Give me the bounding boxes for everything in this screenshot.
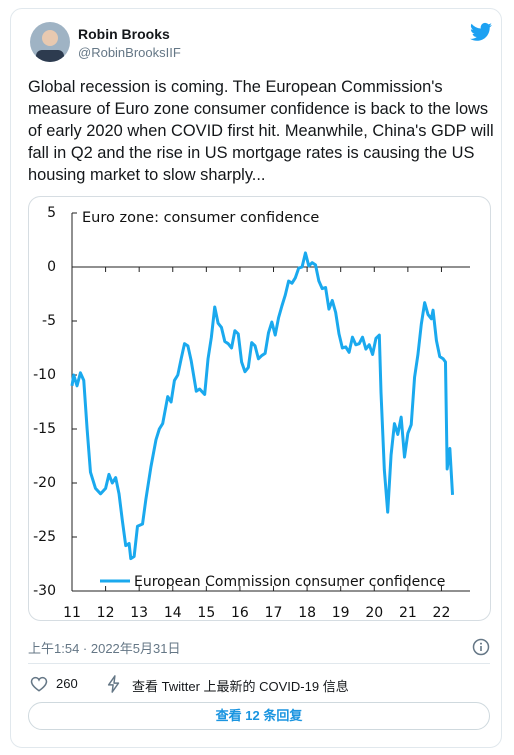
y-tick-label: -20: [33, 475, 56, 491]
author-name[interactable]: Robin Brooks: [78, 26, 170, 42]
x-tick-label: 14: [164, 605, 182, 621]
author-handle[interactable]: @RobinBrooksIIF: [78, 45, 181, 60]
x-tick-label: 18: [298, 605, 316, 621]
x-tick-label: 19: [332, 605, 350, 621]
x-tick-label: 20: [365, 605, 383, 621]
y-tick-label: -15: [33, 421, 56, 437]
info-icon[interactable]: [472, 638, 490, 656]
y-tick-label: -5: [42, 313, 56, 329]
x-tick-label: 17: [265, 605, 283, 621]
twitter-logo[interactable]: [470, 22, 492, 42]
x-tick-label: 16: [231, 605, 249, 621]
series-line: [70, 251, 455, 561]
y-tick-label: 5: [47, 205, 56, 221]
x-tick-label: 11: [63, 605, 81, 621]
tweet-card: [10, 8, 502, 748]
x-tick-label: 15: [197, 605, 215, 621]
tweet-text: Global recession is coming. The European…: [28, 78, 494, 184]
x-tick-label: 12: [97, 605, 115, 621]
timestamp[interactable]: 上午1:54 · 2022年5月31日: [28, 641, 181, 656]
chart-title: Euro zone: consumer confidence: [82, 210, 319, 226]
bolt-icon: [107, 675, 120, 693]
y-tick-label: -25: [33, 529, 56, 545]
x-tick-label: 21: [399, 605, 417, 621]
legend-label: European Commission consumer confidence: [134, 574, 445, 590]
avatar-image: [36, 30, 64, 62]
media-frame: [28, 196, 491, 621]
chart: Euro zone: consumer confidence 5 0 -5 -10 -1…: [28, 196, 491, 621]
x-tick-label: 22: [433, 605, 451, 621]
replies-button[interactable]: 查看 12 条回复: [28, 702, 490, 730]
separator: [28, 663, 490, 664]
avatar[interactable]: [30, 22, 70, 62]
y-tick-label: 0: [47, 259, 56, 275]
like-count[interactable]: 260: [56, 676, 78, 691]
covid-notice[interactable]: 查看 Twitter 上最新的 COVID-19 信息: [132, 679, 349, 694]
x-tick-label: 13: [130, 605, 148, 621]
y-tick-label: -30: [33, 583, 56, 599]
y-tick-label: -10: [33, 367, 56, 383]
like-icon[interactable]: [30, 675, 48, 693]
